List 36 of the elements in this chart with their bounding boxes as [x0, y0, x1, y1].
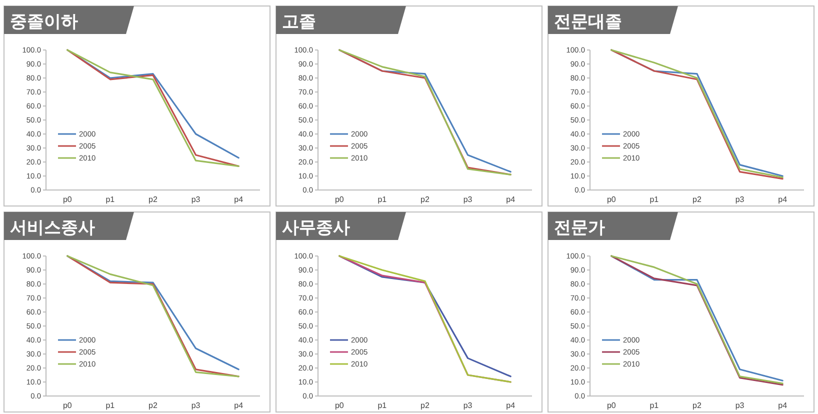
x-tick-label: p0 [62, 401, 72, 410]
chart-title: 사무종사 [282, 218, 350, 238]
x-tick-label: p1 [650, 195, 660, 204]
x-tick-label: p3 [463, 401, 473, 410]
x-tick-label: p3 [735, 195, 745, 204]
x-tick-label: p0 [62, 195, 72, 204]
x-tick-label: p1 [378, 401, 388, 410]
x-tick-label: p1 [106, 401, 116, 410]
chart-title: 전문가 [554, 218, 605, 238]
x-tick-label: p2 [692, 195, 702, 204]
x-tick-label: p0 [334, 401, 344, 410]
chart-title: 전문대졸 [554, 12, 622, 32]
x-tick-label: p3 [463, 195, 473, 204]
chart-title: 중졸이하 [10, 12, 78, 32]
x-tick-label: p4 [506, 195, 516, 204]
x-tick-label: p4 [234, 195, 244, 204]
chart-title: 서비스종사 [10, 218, 95, 238]
x-tick-label: p3 [191, 401, 201, 410]
x-tick-label: p4 [778, 401, 788, 410]
x-tick-label: p2 [148, 401, 158, 410]
x-tick-label: p0 [334, 195, 344, 204]
x-tick-label: p3 [735, 401, 745, 410]
x-tick-label: p1 [650, 401, 660, 410]
x-tick-label: p3 [191, 195, 201, 204]
x-tick-label: p4 [778, 195, 788, 204]
x-tick-label: p1 [106, 195, 116, 204]
x-tick-label: p4 [506, 401, 516, 410]
x-tick-label: p4 [234, 401, 244, 410]
x-tick-label: p1 [378, 195, 388, 204]
chart-title: 고졸 [282, 12, 316, 32]
x-tick-label: p2 [148, 195, 158, 204]
x-tick-label: p2 [692, 401, 702, 410]
x-tick-label: p0 [606, 401, 616, 410]
x-tick-label: p2 [420, 401, 430, 410]
x-tick-label: p2 [420, 195, 430, 204]
x-tick-label: p0 [606, 195, 616, 204]
